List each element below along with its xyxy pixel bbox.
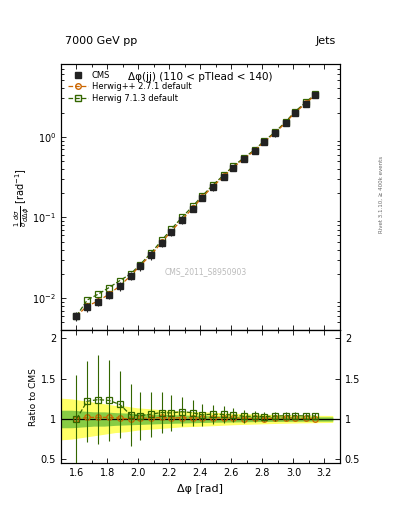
- Legend: CMS, Herwig++ 2.7.1 default, Herwig 7.1.3 default: CMS, Herwig++ 2.7.1 default, Herwig 7.1.…: [65, 68, 194, 105]
- Text: 7000 GeV pp: 7000 GeV pp: [65, 36, 137, 46]
- Text: Δφ(jj) (110 < pTlead < 140): Δφ(jj) (110 < pTlead < 140): [128, 72, 273, 82]
- Text: CMS_2011_S8950903: CMS_2011_S8950903: [165, 267, 247, 276]
- Text: Rivet 3.1.10, ≥ 400k events: Rivet 3.1.10, ≥ 400k events: [379, 156, 384, 233]
- Y-axis label: Ratio to CMS: Ratio to CMS: [29, 368, 38, 426]
- Text: Jets: Jets: [316, 36, 336, 46]
- X-axis label: Δφ [rad]: Δφ [rad]: [177, 484, 224, 494]
- Y-axis label: $\frac{1}{\sigma}\frac{d\sigma}{d\Delta\phi}$ [rad$^{-1}$]: $\frac{1}{\sigma}\frac{d\sigma}{d\Delta\…: [12, 168, 31, 226]
